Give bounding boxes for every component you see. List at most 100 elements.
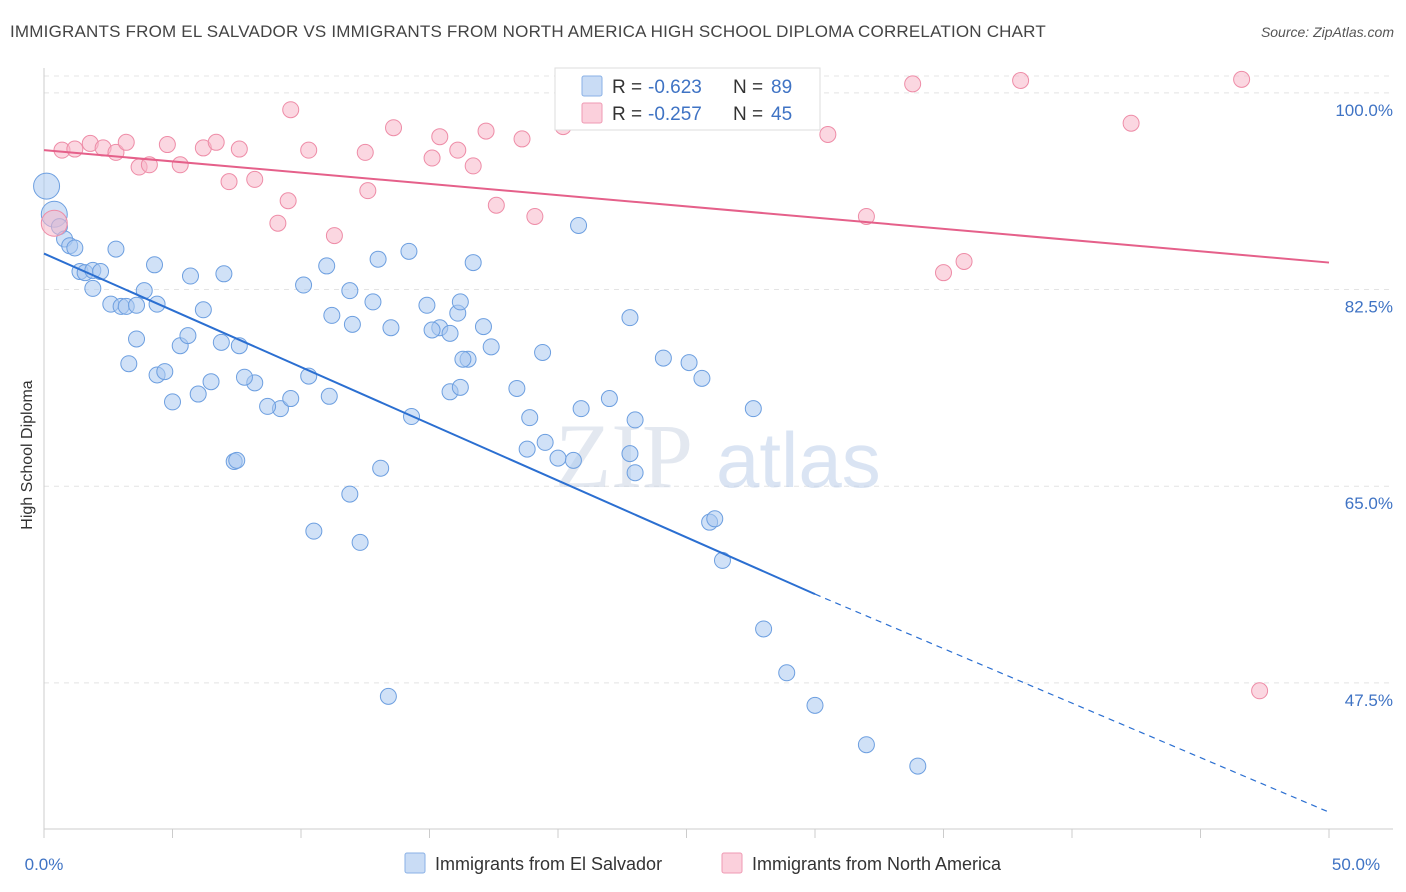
point-el-salvador [181,267,199,285]
point-el-salvador [518,440,536,458]
point-north-america [66,140,84,158]
point-el-salvador [128,330,146,348]
point-north-america [140,156,158,174]
point-el-salvador [418,296,436,314]
point-el-salvador [706,510,724,528]
point-north-america [282,101,300,119]
point-el-salvador [626,411,644,429]
legend-label-north-america: Immigrants from North America [752,854,1002,874]
trend-lines [43,149,1330,813]
point-el-salvador [120,355,138,373]
point-el-salvador [382,319,400,337]
point-el-salvador [146,256,164,274]
point-north-america [1012,71,1030,89]
point-el-salvador [66,239,84,257]
point-north-america [279,192,297,210]
y-tick-labels: 100.0% 82.5% 65.0% 47.5% [1335,101,1393,710]
point-el-salvador [441,324,459,342]
point-el-salvador [235,368,253,386]
stats-r-label-2: R = [612,104,642,125]
stats-r-label-1: R = [612,77,642,98]
point-north-america [385,119,403,137]
point-el-salvador [323,306,341,324]
trend-line-el-salvador [43,252,816,596]
point-el-salvador [654,349,672,367]
point-el-salvador [164,393,181,411]
point-el-salvador [364,293,382,311]
point-el-salvador [693,369,711,387]
point-el-salvador [564,451,582,469]
point-el-salvador [570,216,588,234]
point-el-salvador [215,265,233,283]
point-el-salvador [189,385,207,403]
watermark: ZIP atlas [555,405,881,507]
point-el-salvador [680,354,698,372]
point-el-salvador [179,327,197,345]
y-tick-label: 47.5% [1345,691,1393,710]
point-north-america [1251,682,1269,700]
source-label: Source: ZipAtlas.com [1260,24,1394,40]
point-el-salvador [474,318,492,336]
stats-n-value-1: 89 [771,77,792,98]
point-north-america [230,140,248,158]
point-el-salvador [572,400,590,418]
point-el-salvador [626,464,644,482]
point-el-salvador [464,254,482,272]
x-tick-label-min: 0.0% [25,855,64,874]
point-north-america [935,264,952,282]
y-tick-label: 82.5% [1345,298,1393,317]
point-el-salvador [107,240,125,258]
point-north-america [1122,114,1140,132]
point-el-salvador [282,390,300,408]
point-north-america [819,125,837,143]
point-el-salvador [600,390,618,408]
series-north-america [40,69,1269,700]
point-north-america [158,136,176,154]
point-north-america [246,170,264,188]
point-el-salvador [341,485,359,503]
chart-title: IMMIGRANTS FROM EL SALVADOR VS IMMIGRANT… [10,22,1046,41]
point-el-salvador [128,296,146,314]
point-el-salvador [228,451,246,469]
point-north-america [300,141,318,159]
point-el-salvador [755,620,773,638]
point-el-salvador [320,387,338,405]
point-el-salvador [857,736,875,754]
point-el-salvador [305,522,323,540]
point-el-salvador [212,333,230,351]
series-el-salvador [33,172,927,775]
point-el-salvador [744,400,762,418]
point-el-salvador [372,459,390,477]
x-tick-labels: 0.0% 50.0% [25,855,1380,874]
stats-swatch-pink [581,102,603,124]
point-el-salvador [202,373,220,391]
point-el-salvador [508,379,526,397]
point-el-salvador [909,757,927,775]
stats-r-value-1: -0.623 [648,77,702,98]
point-el-salvador [295,276,313,294]
point-north-america [117,133,135,151]
legend-swatch-el-salvador [404,852,426,874]
stats-swatch-blue [581,75,603,97]
point-el-salvador [423,321,441,339]
point-el-salvador [534,343,552,361]
point-el-salvador [318,257,336,275]
point-north-america [269,214,287,232]
point-el-salvador [454,350,472,368]
point-el-salvador [351,533,369,551]
point-north-america [207,133,225,151]
point-north-america [513,130,531,148]
point-el-salvador [33,172,61,200]
y-tick-label: 100.0% [1335,101,1393,120]
watermark-atlas: atlas [716,416,881,504]
point-el-salvador [778,664,796,682]
point-el-salvador [806,696,824,714]
legend-label-el-salvador: Immigrants from El Salvador [435,854,662,874]
stats-n-label-1: N = [733,77,763,98]
stats-box: R = -0.623 N = 89 R = -0.257 N = 45 [554,67,821,131]
point-north-america [955,252,973,270]
point-north-america [904,75,922,93]
point-el-salvador [549,449,567,467]
point-north-america [431,128,449,146]
